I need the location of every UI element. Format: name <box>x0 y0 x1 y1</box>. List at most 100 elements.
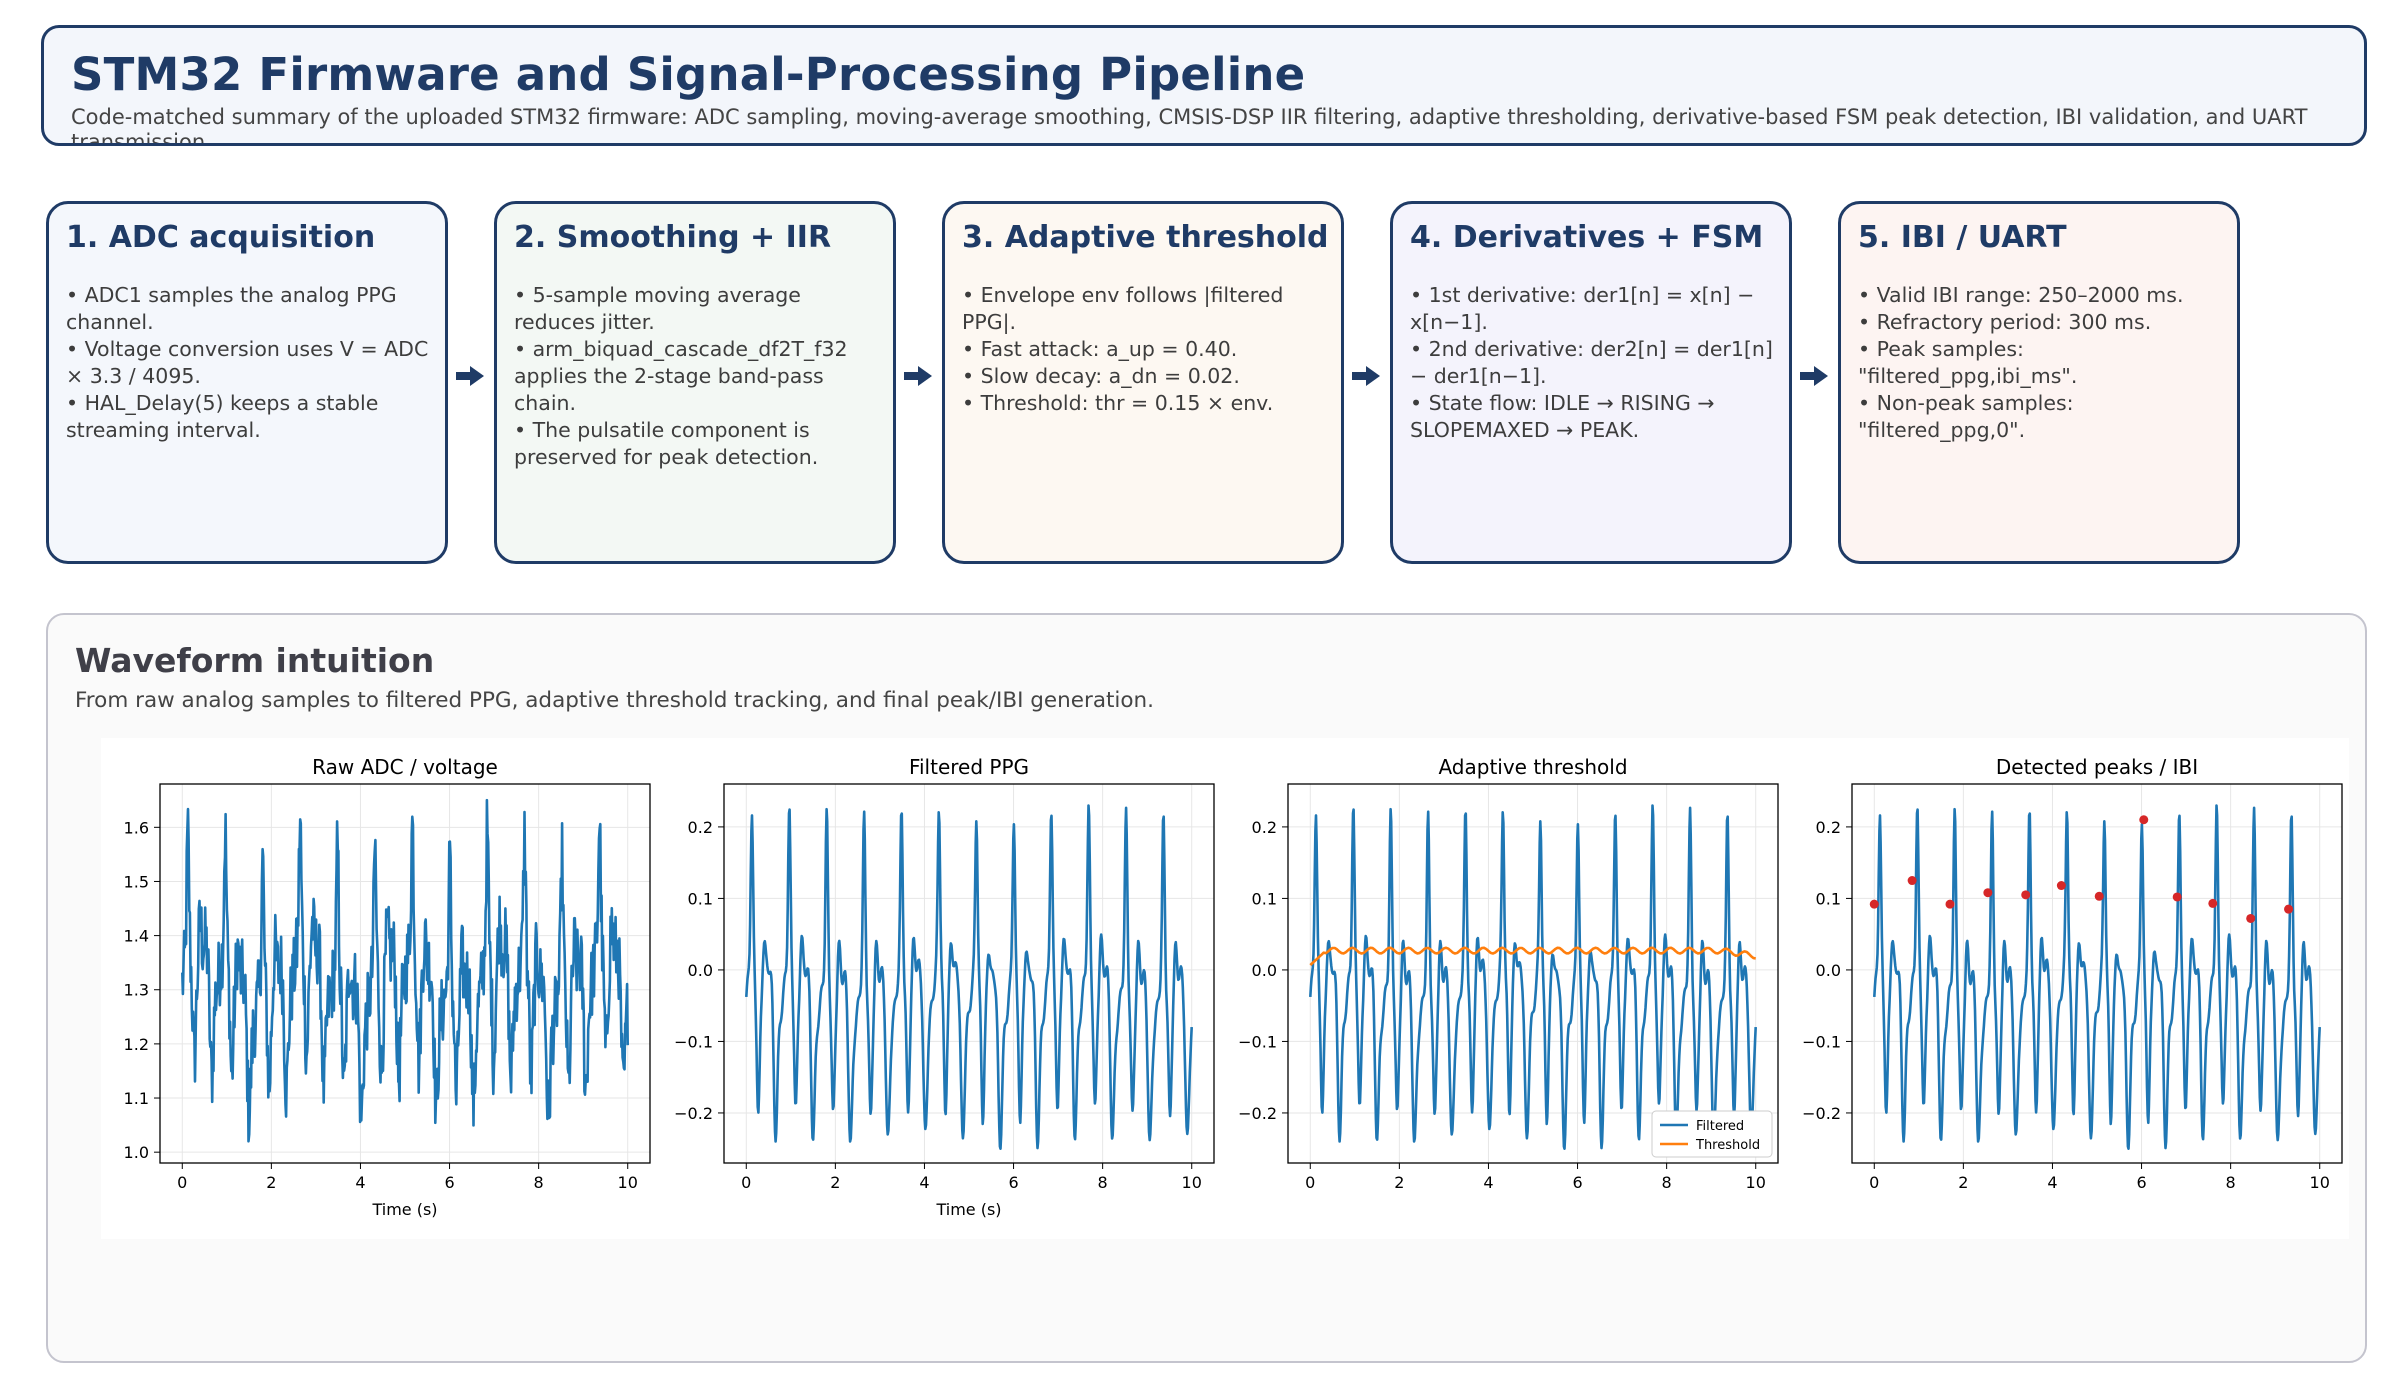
peak-marker <box>2284 904 2294 914</box>
x-tick-label: 2 <box>830 1173 840 1192</box>
x-tick-label: 6 <box>2136 1173 2146 1192</box>
waveform-title: Waveform intuition <box>75 641 435 680</box>
peak-marker <box>2094 891 2104 901</box>
arrow-right-icon <box>904 366 932 386</box>
series-line-filtered <box>1309 804 1757 1151</box>
stage-bullet: • State flow: IDLE → RISING → SLOPEMAXED… <box>1410 391 1715 442</box>
y-tick-label: 0.1 <box>1816 889 1841 908</box>
x-tick-label: 0 <box>1305 1173 1315 1192</box>
stage-bullet: • Fast attack: a_up = 0.40. <box>962 337 1238 361</box>
legend-label: Filtered <box>1696 1119 1744 1134</box>
y-tick-label: 0.0 <box>1816 961 1841 980</box>
y-tick-label: 0.2 <box>688 818 713 837</box>
x-axis-label: Time (s) <box>935 1200 1001 1219</box>
x-tick-label: 2 <box>1958 1173 1968 1192</box>
stage-bullet: • Envelope env follows |filtered PPG|. <box>962 283 1284 334</box>
peak-marker <box>1907 876 1917 886</box>
stage-bullet: • 5-sample moving average reduces jitter… <box>514 283 801 334</box>
legend-label: Threshold <box>1695 1138 1760 1153</box>
peak-marker <box>2246 913 2256 923</box>
series-line-threshold <box>1309 946 1756 967</box>
stage-bullet: • Threshold: thr = 0.15 × env. <box>962 391 1274 415</box>
y-tick-label: 1.0 <box>124 1143 149 1162</box>
x-tick-label: 0 <box>1869 1173 1879 1192</box>
x-tick-label: 10 <box>2310 1173 2330 1192</box>
x-tick-label: 10 <box>1182 1173 1202 1192</box>
y-tick-label: 0.2 <box>1252 818 1277 837</box>
chart-2: Filtered PPG 0 2 4 6 8 10 0.2 0.1 0.0 −0.1 −0.2 Time… <box>674 755 1215 1219</box>
x-tick-label: 8 <box>2226 1173 2236 1192</box>
stage-bullet: • Valid IBI range: 250–2000 ms. <box>1858 283 2184 307</box>
x-tick-label: 8 <box>1662 1173 1672 1192</box>
page-title: STM32 Firmware and Signal-Processing Pip… <box>71 48 1306 101</box>
x-tick-label: 6 <box>1008 1173 1018 1192</box>
peak-marker <box>1945 899 1955 909</box>
waveform-panel: Waveform intuition From raw analog sampl… <box>46 613 2367 1363</box>
stage-bullet: • arm_biquad_cascade_df2T_f32 applies th… <box>514 337 848 415</box>
stage-bullet: • ADC1 samples the analog PPG channel. <box>66 283 397 334</box>
x-axis-label: Time (s) <box>371 1200 437 1219</box>
arrow-right-icon <box>1352 366 1380 386</box>
stage-card-4: 4. Derivatives + FSM • 1st derivative: de… <box>1390 201 1792 564</box>
y-tick-label: −0.1 <box>674 1032 713 1051</box>
chart-1: Raw ADC / voltage 0 2 4 6 8 10 1.0 1.1 1.2 1.3 1.4 1… <box>124 755 651 1219</box>
y-tick-label: −0.2 <box>674 1104 713 1123</box>
x-tick-label: 4 <box>919 1173 929 1192</box>
stage-bullet: • The pulsatile component is preserved f… <box>514 418 819 469</box>
stage-bullet: • HAL_Delay(5) keeps a stable streaming … <box>66 391 379 442</box>
page-subtitle: Code-matched summary of the uploaded STM… <box>71 105 2308 146</box>
stage-bullets: • Envelope env follows |filtered PPG|. • … <box>962 282 1332 417</box>
peak-marker <box>1869 899 1879 909</box>
y-tick-label: 0.1 <box>1252 889 1277 908</box>
x-tick-label: 10 <box>618 1173 638 1192</box>
axes-frame <box>1287 783 1779 1164</box>
chart-4: Detected peaks / IBI 0 2 4 6 8 10 0.2 0.1 0.0 −0.1… <box>1802 755 2343 1192</box>
stage-bullet: • Refractory period: 300 ms. <box>1858 310 2152 334</box>
axes-frame <box>723 783 1215 1164</box>
stage-bullets: • 5-sample moving average reduces jitter… <box>514 282 884 471</box>
peak-marker <box>2208 898 2218 908</box>
y-tick-label: 0.0 <box>1252 961 1277 980</box>
arrow-right-icon <box>456 366 484 386</box>
y-tick-label: 1.5 <box>124 872 149 891</box>
stage-bullets: • ADC1 samples the analog PPG channel. • … <box>66 282 436 444</box>
peak-marker <box>2056 881 2066 891</box>
y-tick-label: 0.1 <box>688 889 713 908</box>
legend-box <box>1651 1110 1773 1158</box>
y-tick-label: −0.1 <box>1802 1032 1841 1051</box>
axes-frame <box>1851 783 2343 1164</box>
stage-bullets: • 1st derivative: der1[n] = x[n] − x[n−1… <box>1410 282 1780 444</box>
stage-bullet: • 2nd derivative: der2[n] = der1[n] − de… <box>1410 337 1773 388</box>
y-tick-label: 0.0 <box>688 961 713 980</box>
stage-title: 2. Smoothing + IIR <box>514 220 832 255</box>
arrow-right-icon <box>1800 366 1828 386</box>
stage-bullets: • Valid IBI range: 250–2000 ms. • Refract… <box>1858 282 2228 444</box>
waveform-charts: Raw ADC / voltage 0 2 4 6 8 10 1.0 1.1 1.2 1.3 1.4 1… <box>124 755 2343 1219</box>
stage-card-3: 3. Adaptive threshold • Envelope env foll… <box>942 201 1344 564</box>
series-line-raw <box>181 798 629 1143</box>
x-tick-label: 0 <box>177 1173 187 1192</box>
peak-marker <box>1983 888 1993 898</box>
chart-title: Filtered PPG <box>909 755 1029 779</box>
x-tick-label: 8 <box>1098 1173 1108 1192</box>
y-tick-label: 1.6 <box>124 818 149 837</box>
y-tick-label: 1.2 <box>124 1035 149 1054</box>
y-tick-label: −0.1 <box>1238 1032 1277 1051</box>
x-tick-label: 4 <box>355 1173 365 1192</box>
stage-bullet: • Slow decay: a_dn = 0.02. <box>962 364 1240 388</box>
y-tick-label: 1.1 <box>124 1089 149 1108</box>
y-tick-label: −0.2 <box>1238 1104 1277 1123</box>
chart-3: Adaptive threshold 0 2 4 6 8 10 0.2 0.1 0.0 −0.1 −0… <box>1238 755 1779 1192</box>
chart-title: Detected peaks / IBI <box>1996 755 2198 779</box>
y-tick-label: 1.4 <box>124 927 149 946</box>
header-banner: STM32 Firmware and Signal-Processing Pip… <box>41 25 2367 146</box>
stage-card-1: 1. ADC acquisition • ADC1 samples the ana… <box>46 201 448 564</box>
plot-area: Raw ADC / voltage 0 2 4 6 8 10 1.0 1.1 1.2 1.3 1.4 1… <box>101 738 2349 1239</box>
series-line-filtered <box>745 804 1193 1151</box>
x-tick-label: 6 <box>1572 1173 1582 1192</box>
x-tick-label: 4 <box>1483 1173 1493 1192</box>
y-tick-label: 1.3 <box>124 981 149 1000</box>
peak-marker <box>2172 892 2182 902</box>
y-tick-label: 0.2 <box>1816 818 1841 837</box>
waveform-subtitle: From raw analog samples to filtered PPG,… <box>75 688 1155 713</box>
